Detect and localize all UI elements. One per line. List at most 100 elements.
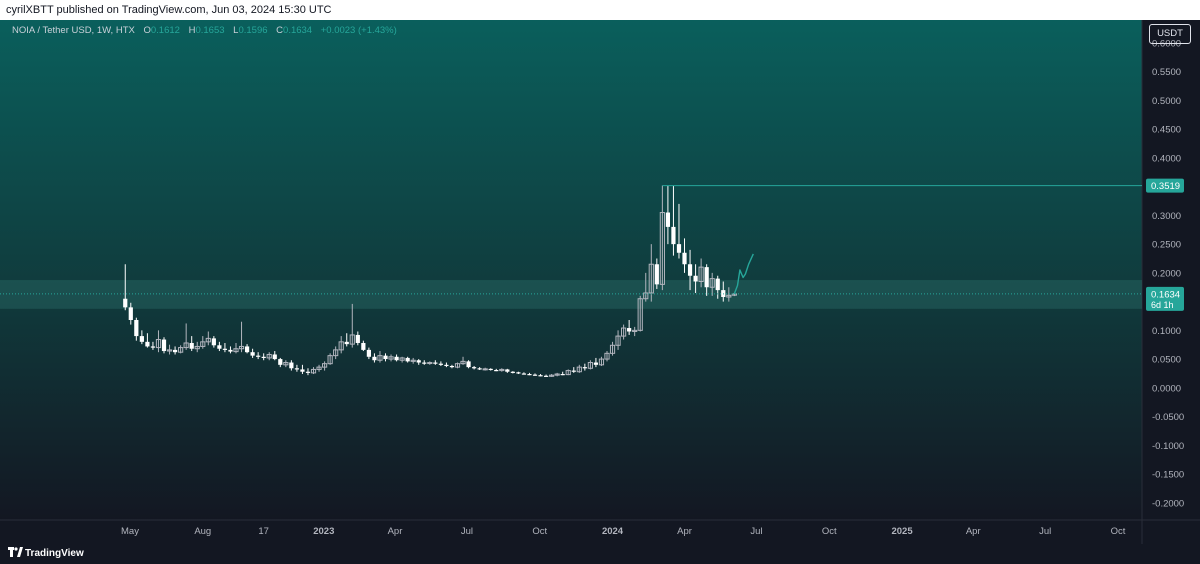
candle-42	[355, 331, 360, 346]
candle-40	[344, 333, 349, 347]
publisher-bar: cyrilXBTT published on TradingView.com, …	[0, 0, 1200, 20]
time-tick-label: Jul	[1039, 526, 1051, 537]
candle-body-16	[211, 338, 216, 346]
candle-59	[449, 364, 455, 369]
candle-body-73	[527, 374, 532, 376]
candle-body-91	[627, 328, 632, 332]
candle-2	[134, 317, 139, 341]
candle-body-0	[123, 298, 128, 308]
candle-41	[349, 303, 355, 348]
candle-body-80	[565, 370, 571, 376]
candle-82	[576, 364, 582, 373]
currency-selector[interactable]: USDT	[1149, 24, 1191, 44]
candle-98	[665, 185, 671, 245]
candles-group	[123, 185, 737, 377]
candle-94	[643, 272, 649, 302]
price-tick-label: 0.5000	[1152, 96, 1181, 107]
price-tick-label: -0.0500	[1152, 412, 1184, 423]
candle-102	[687, 249, 693, 291]
candle-29	[283, 360, 289, 368]
price-tick-label: 0.1000	[1152, 326, 1181, 337]
candle-58	[444, 362, 449, 368]
candle-body-41	[349, 334, 355, 345]
candle-body-32	[300, 369, 305, 372]
time-tick-label: 2024	[602, 526, 624, 537]
candle-19	[228, 346, 233, 354]
candle-body-34	[310, 368, 317, 374]
candle-body-17	[217, 345, 222, 349]
candle-89	[615, 330, 621, 350]
candle-body-52	[410, 359, 416, 362]
candle-78	[554, 372, 560, 377]
time-tick-label: Oct	[532, 526, 547, 537]
candle-66	[488, 368, 493, 371]
price-axis[interactable]: 0.60000.55000.50000.45000.40000.35000.30…	[1146, 38, 1184, 509]
candle-5	[150, 341, 156, 350]
symbol-legend: NOIA / Tether USD, 1W, HTX O0.1612 H0.16…	[12, 25, 397, 36]
support-zone	[0, 280, 1142, 309]
candle-73	[527, 372, 532, 376]
candle-96	[654, 258, 659, 289]
candle-84	[587, 360, 593, 370]
resistance-price-label: 0.3519	[1151, 181, 1180, 192]
tradingview-logo-icon[interactable]	[8, 547, 23, 559]
candle-body-74	[532, 374, 538, 376]
time-axis[interactable]: May Aug 17 2023 Apr Jul Oct 2024 Apr Jul Oct 2025 Ap…	[121, 526, 1126, 537]
candle-body-45	[372, 356, 377, 361]
candle-90	[621, 324, 627, 340]
symbol-name: NOIA / Tether USD, 1W, HTX	[12, 25, 135, 36]
candle-body-20	[233, 348, 239, 353]
publisher-text: cyrilXBTT published on TradingView.com, …	[6, 4, 332, 16]
candle-body-35	[316, 366, 322, 370]
candle-body-42	[355, 334, 360, 343]
price-tick-label: 0.0000	[1152, 383, 1181, 394]
candle-54	[422, 360, 427, 365]
candle-body-54	[422, 362, 427, 364]
candle-8	[166, 344, 173, 355]
footer-bar: TradingView	[0, 544, 1200, 564]
candle-body-72	[521, 373, 527, 375]
time-tick-label: Oct	[1111, 526, 1126, 537]
candle-body-15	[205, 337, 211, 343]
candle-body-71	[516, 372, 521, 374]
price-tick-label: 0.0500	[1152, 355, 1181, 366]
time-tick-label: Apr	[966, 526, 981, 537]
candle-body-9	[172, 349, 178, 353]
open-label: O	[143, 25, 151, 36]
candle-28	[278, 357, 283, 368]
candle-body-14	[200, 341, 206, 347]
support-zone-group	[0, 280, 1142, 309]
price-tick-label: -0.1000	[1152, 441, 1184, 452]
candle-37	[327, 353, 333, 365]
price-tick-label: 0.2000	[1152, 268, 1181, 279]
candle-105	[704, 264, 709, 296]
candle-61	[460, 356, 466, 365]
candle-body-107	[715, 278, 720, 291]
candle-body-26	[266, 353, 272, 359]
candle-51	[405, 356, 410, 363]
price-chart[interactable]: 0.60000.55000.50000.45000.40000.35000.30…	[0, 20, 1200, 544]
candle-body-36	[321, 363, 328, 368]
chart-frame[interactable]: 0.60000.55000.50000.45000.40000.35000.30…	[0, 20, 1200, 544]
candle-104	[698, 258, 704, 288]
candle-body-33	[305, 371, 311, 373]
tradingview-brand[interactable]: TradingView	[25, 548, 84, 559]
price-tick-label: 0.4000	[1152, 153, 1181, 164]
candle-12	[189, 336, 194, 352]
candle-body-24	[256, 355, 261, 357]
candle-body-68	[499, 368, 505, 372]
time-tick-label: Apr	[677, 526, 692, 537]
candle-46	[377, 351, 383, 363]
price-tick-label: 0.4500	[1152, 125, 1181, 136]
chart-background	[0, 20, 1142, 520]
candle-body-78	[554, 373, 560, 376]
candle-10	[178, 345, 184, 354]
candle-body-90	[621, 327, 627, 337]
candle-body-88	[609, 344, 616, 354]
candle-23	[250, 348, 255, 358]
candle-68	[499, 368, 505, 372]
price-tick-label: 0.3000	[1152, 211, 1181, 222]
candle-body-95	[648, 263, 654, 294]
candle-87	[604, 351, 610, 362]
candle-21	[238, 321, 245, 353]
